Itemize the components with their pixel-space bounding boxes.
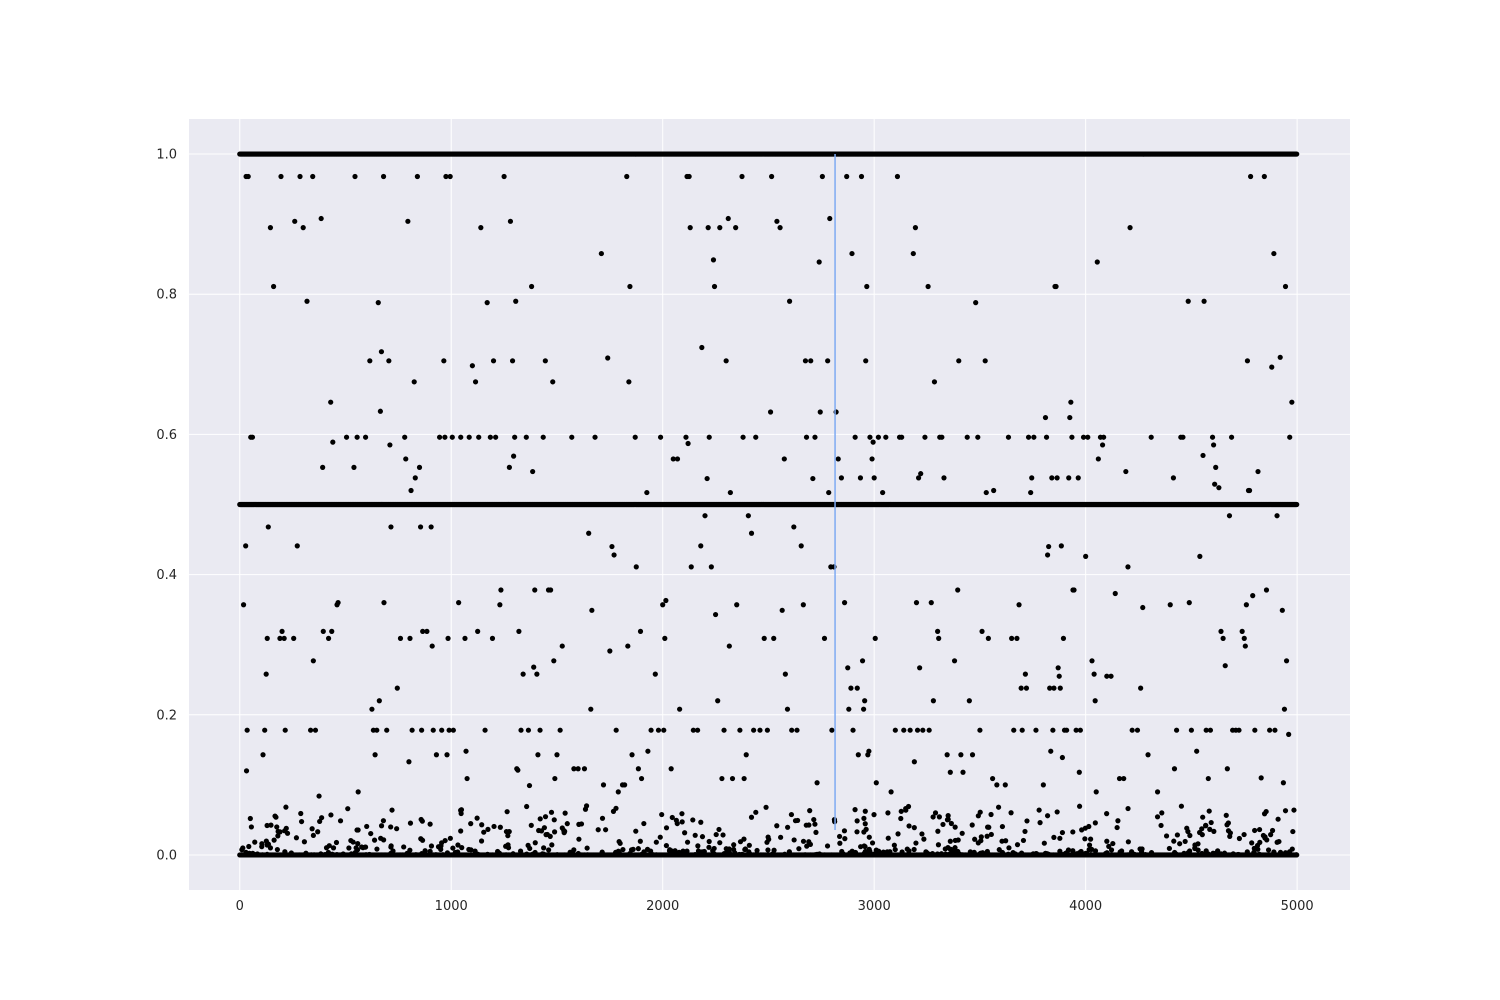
y-tick-label: 0.6 [156, 428, 177, 443]
x-tick-label: 2000 [646, 899, 679, 914]
y-tick-label: 0.8 [156, 288, 177, 303]
y-tick-label: 0.0 [156, 848, 177, 863]
y-tick-label: 0.4 [156, 568, 177, 583]
band-data-point [1294, 501, 1300, 508]
band-data-point [1294, 151, 1300, 157]
x-tick-label: 4000 [1069, 899, 1102, 914]
data-points [237, 151, 1300, 858]
x-tick-label: 3000 [858, 899, 891, 914]
x-tick-label: 1000 [435, 899, 468, 914]
y-tick-label: 0.2 [156, 708, 177, 723]
x-tick-label: 5000 [1281, 899, 1314, 914]
y-tick-label: 1.0 [156, 148, 177, 163]
axis-tick-labels: 0 1000 2000 3000 4000 5000 0.0 0.2 0.4 0.6 0.8 1.0 [156, 148, 1313, 914]
x-tick-label: 0 [236, 899, 244, 914]
